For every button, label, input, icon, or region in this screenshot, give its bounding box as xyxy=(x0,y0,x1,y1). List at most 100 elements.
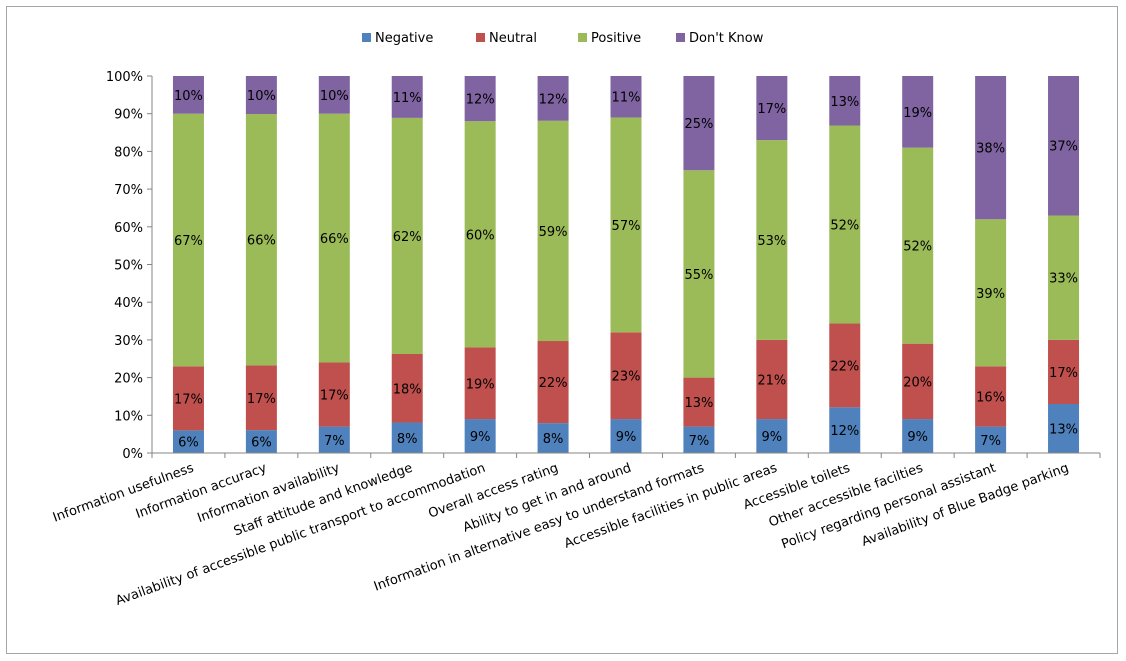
bar-segment-negative xyxy=(610,419,642,453)
bar-segment-neutral xyxy=(902,343,934,420)
bar-segment-don-t-know xyxy=(537,76,569,121)
data-label: 18% xyxy=(393,382,422,397)
bar-segment-neutral xyxy=(318,362,350,427)
bar-segment-don-t-know xyxy=(318,76,350,114)
y-tick-label: 60% xyxy=(114,221,143,236)
bar-segment-negative xyxy=(902,419,934,453)
y-tick-label: 0% xyxy=(122,447,143,462)
data-label: 7% xyxy=(689,434,710,449)
data-label: 9% xyxy=(907,430,928,445)
bar-segment-positive xyxy=(172,113,204,367)
legend-swatch xyxy=(476,33,485,42)
bar-segment-positive xyxy=(318,113,350,363)
data-label: 52% xyxy=(903,240,932,255)
bar-segment-negative xyxy=(683,426,715,453)
legend-label: Negative xyxy=(375,31,433,46)
bar-segment-positive xyxy=(902,147,934,344)
legend-label: Positive xyxy=(591,31,641,46)
bar-segment-neutral xyxy=(683,377,715,427)
bar-segment-neutral xyxy=(1048,339,1080,404)
bar-segment-negative xyxy=(172,430,204,453)
bar-segment-negative xyxy=(537,423,569,453)
data-label: 67% xyxy=(174,234,203,249)
data-label: 8% xyxy=(543,432,564,447)
data-label: 13% xyxy=(830,95,859,110)
bar-segment-negative xyxy=(756,419,788,453)
data-label: 22% xyxy=(539,376,568,391)
bar-segment-negative xyxy=(245,430,277,453)
bar-segment-don-t-know xyxy=(464,76,496,122)
legend-label: Don't Know xyxy=(689,31,764,46)
bar-segment-don-t-know xyxy=(610,76,642,118)
data-label: 53% xyxy=(757,234,786,249)
data-label: 10% xyxy=(174,89,203,104)
legend: Negative Neutral Positive Don't Know xyxy=(362,31,764,46)
y-axis: 0% 10% 20% 30% 40% 50% 60% 70% 80% 90% 100% xyxy=(106,70,153,462)
data-label: 11% xyxy=(393,91,422,106)
data-label: 16% xyxy=(976,390,1005,405)
data-label: 66% xyxy=(320,232,349,247)
data-label: 9% xyxy=(616,430,637,445)
bar-segment-neutral xyxy=(610,332,642,420)
bar-segment-negative xyxy=(391,422,423,453)
data-label: 60% xyxy=(466,228,495,243)
data-label: 19% xyxy=(466,377,495,392)
data-label: 7% xyxy=(980,434,1001,449)
bar-segment-negative xyxy=(829,407,861,453)
bar-segment-neutral xyxy=(537,341,569,424)
data-label: 6% xyxy=(251,436,272,451)
bar-segment-neutral xyxy=(756,339,788,420)
y-tick-label: 30% xyxy=(114,334,143,349)
data-label: 9% xyxy=(762,430,783,445)
y-tick-label: 20% xyxy=(114,372,143,387)
bars: 6% 17% 67% 10% 6% 17% 66% 10% 7% 17% 66% 10% 8% 18% 62… xyxy=(172,76,1080,453)
bar-segment-positive xyxy=(391,117,423,354)
legend-swatch xyxy=(362,33,371,42)
bar-segment-don-t-know xyxy=(391,76,423,118)
bar-segment-negative xyxy=(975,426,1007,453)
data-label: 57% xyxy=(612,219,641,234)
data-label: 11% xyxy=(612,91,641,106)
bar-segment-neutral xyxy=(829,323,861,408)
data-label: 59% xyxy=(539,225,568,240)
data-label: 23% xyxy=(612,370,641,385)
legend-swatch xyxy=(578,33,587,42)
bar-segment-positive xyxy=(683,170,715,378)
data-label: 66% xyxy=(247,234,276,249)
bar-segment-positive xyxy=(245,114,277,366)
y-tick-label: 10% xyxy=(114,409,143,424)
data-label: 17% xyxy=(1049,366,1078,381)
bar-segment-don-t-know xyxy=(975,76,1007,220)
bar-segment-don-t-know xyxy=(829,76,861,126)
bar-segment-don-t-know xyxy=(902,76,934,148)
data-label: 33% xyxy=(1049,272,1078,287)
data-label: 17% xyxy=(174,392,203,407)
bar-segment-negative xyxy=(1048,403,1080,453)
data-label: 37% xyxy=(1049,140,1078,155)
bar-segment-don-t-know xyxy=(1048,76,1080,216)
data-label: 20% xyxy=(903,375,932,390)
data-label: 21% xyxy=(757,373,786,388)
y-tick-label: 100% xyxy=(106,70,143,85)
data-label: 12% xyxy=(539,92,568,107)
data-label: 10% xyxy=(320,89,349,104)
bar-segment-positive xyxy=(829,125,861,324)
data-label: 62% xyxy=(393,230,422,245)
data-label: 10% xyxy=(247,89,276,104)
data-label: 9% xyxy=(470,430,491,445)
bar-segment-positive xyxy=(610,117,642,333)
data-label: 6% xyxy=(178,436,199,451)
bar-segment-positive xyxy=(756,140,788,340)
bar-segment-neutral xyxy=(391,353,423,423)
data-label: 17% xyxy=(320,389,349,404)
bar-segment-don-t-know xyxy=(756,76,788,141)
data-label: 13% xyxy=(1049,422,1078,437)
data-label: 39% xyxy=(976,287,1005,302)
bar-segment-negative xyxy=(464,419,496,453)
bar-segment-neutral xyxy=(245,365,277,431)
data-label: 38% xyxy=(976,142,1005,157)
y-tick-label: 50% xyxy=(114,259,143,274)
data-label: 17% xyxy=(757,102,786,117)
